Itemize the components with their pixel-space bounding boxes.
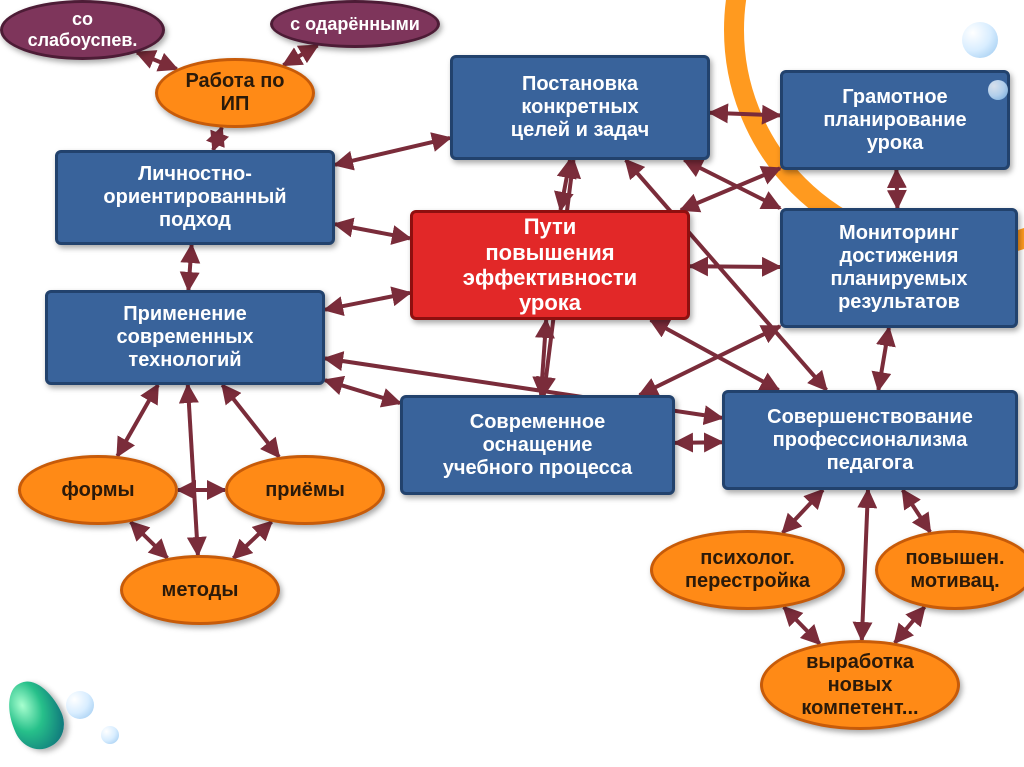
edge-soversh-vyrabotka [862, 490, 868, 640]
decorative-bubble [66, 691, 94, 719]
node-slabo: со слабоуспев. [0, 0, 165, 60]
decorative-drop [0, 673, 72, 758]
edge-center-osnasch [541, 320, 546, 395]
node-label: приёмы [265, 479, 345, 502]
node-povysh: повышен. мотивац. [875, 530, 1024, 610]
edge-postanovka-center [561, 160, 571, 210]
node-label: психолог. перестройка [685, 547, 810, 593]
edge-center-plan [681, 168, 780, 210]
edge-monitor-osnasch [640, 326, 780, 395]
node-label: повышен. мотивац. [905, 547, 1004, 593]
node-soversh: Совершенствование профессионализма педаг… [722, 390, 1018, 490]
node-label: Постановка конкретных целей и задач [511, 73, 649, 142]
edge-priem-method [233, 522, 271, 558]
node-psych: психолог. перестройка [650, 530, 845, 610]
node-odar: с одарёнными [270, 0, 440, 48]
edge-lichnost-tech [188, 245, 191, 290]
node-label: Совершенствование профессионализма педаг… [767, 406, 973, 475]
node-ip: Работа по ИП [155, 58, 315, 128]
node-label: методы [162, 579, 239, 602]
node-label: Применение современных технологий [117, 303, 254, 372]
edge-monitor-soversh [878, 328, 889, 390]
node-label: со слабоуспев. [28, 9, 138, 50]
edge-ip-slabo [137, 53, 177, 70]
edge-lichnost-postanovka [335, 138, 450, 165]
edge-soversh-povysh [903, 490, 930, 532]
node-method: методы [120, 555, 280, 625]
edge-tech-osnasch [325, 380, 400, 403]
edge-center-monitor [690, 266, 780, 267]
node-label: Пути повышения эффективности урока [463, 214, 637, 315]
node-label: с одарёнными [290, 14, 420, 35]
node-postanovka: Постановка конкретных целей и задач [450, 55, 710, 160]
edge-povysh-vyrabotka [895, 607, 925, 643]
node-osnasch: Современное оснащение учебного процесса [400, 395, 675, 495]
decorative-bubble [988, 80, 1008, 100]
edge-psych-vyrabotka [784, 607, 820, 644]
edge-osnasch-soversh [675, 442, 722, 443]
edge-tech-center [325, 293, 410, 310]
node-label: Современное оснащение учебного процесса [443, 411, 632, 480]
edge-soversh-psych [783, 490, 823, 533]
diagram-canvas: со слабоуспев. с одарёнными Работа по ИП Ли… [0, 0, 1024, 767]
edge-ip-odar [283, 46, 317, 66]
node-tech: Применение современных технологий [45, 290, 325, 385]
edge-ip-lichnost [213, 128, 222, 151]
edge-tech-priem [222, 385, 279, 457]
edge-tech-form [117, 385, 157, 456]
node-label: Личностно- ориентированный подход [103, 163, 286, 232]
decorative-bubble [962, 22, 998, 58]
edge-lichnost-center [335, 224, 410, 238]
node-vyrabotka: выработка новых компетент... [760, 640, 960, 730]
node-label: выработка новых компетент... [801, 651, 918, 720]
node-label: Работа по ИП [185, 70, 284, 116]
edge-form-method [131, 522, 168, 558]
node-center: Пути повышения эффективности урока [410, 210, 690, 320]
node-plan: Грамотное планирование урока [780, 70, 1010, 170]
node-lichnost: Личностно- ориентированный подход [55, 150, 335, 245]
decorative-bubble [101, 726, 119, 744]
edge-center-soversh [651, 320, 779, 390]
node-priem: приёмы [225, 455, 385, 525]
edge-tech-method [188, 385, 198, 555]
node-label: формы [61, 479, 134, 502]
node-monitor: Мониторинг достижения планируемых резуль… [780, 208, 1018, 328]
node-label: Мониторинг достижения планируемых резуль… [831, 222, 968, 314]
edge-postanovka-monitor [684, 160, 780, 208]
node-label: Грамотное планирование урока [823, 86, 966, 155]
node-form: формы [18, 455, 178, 525]
